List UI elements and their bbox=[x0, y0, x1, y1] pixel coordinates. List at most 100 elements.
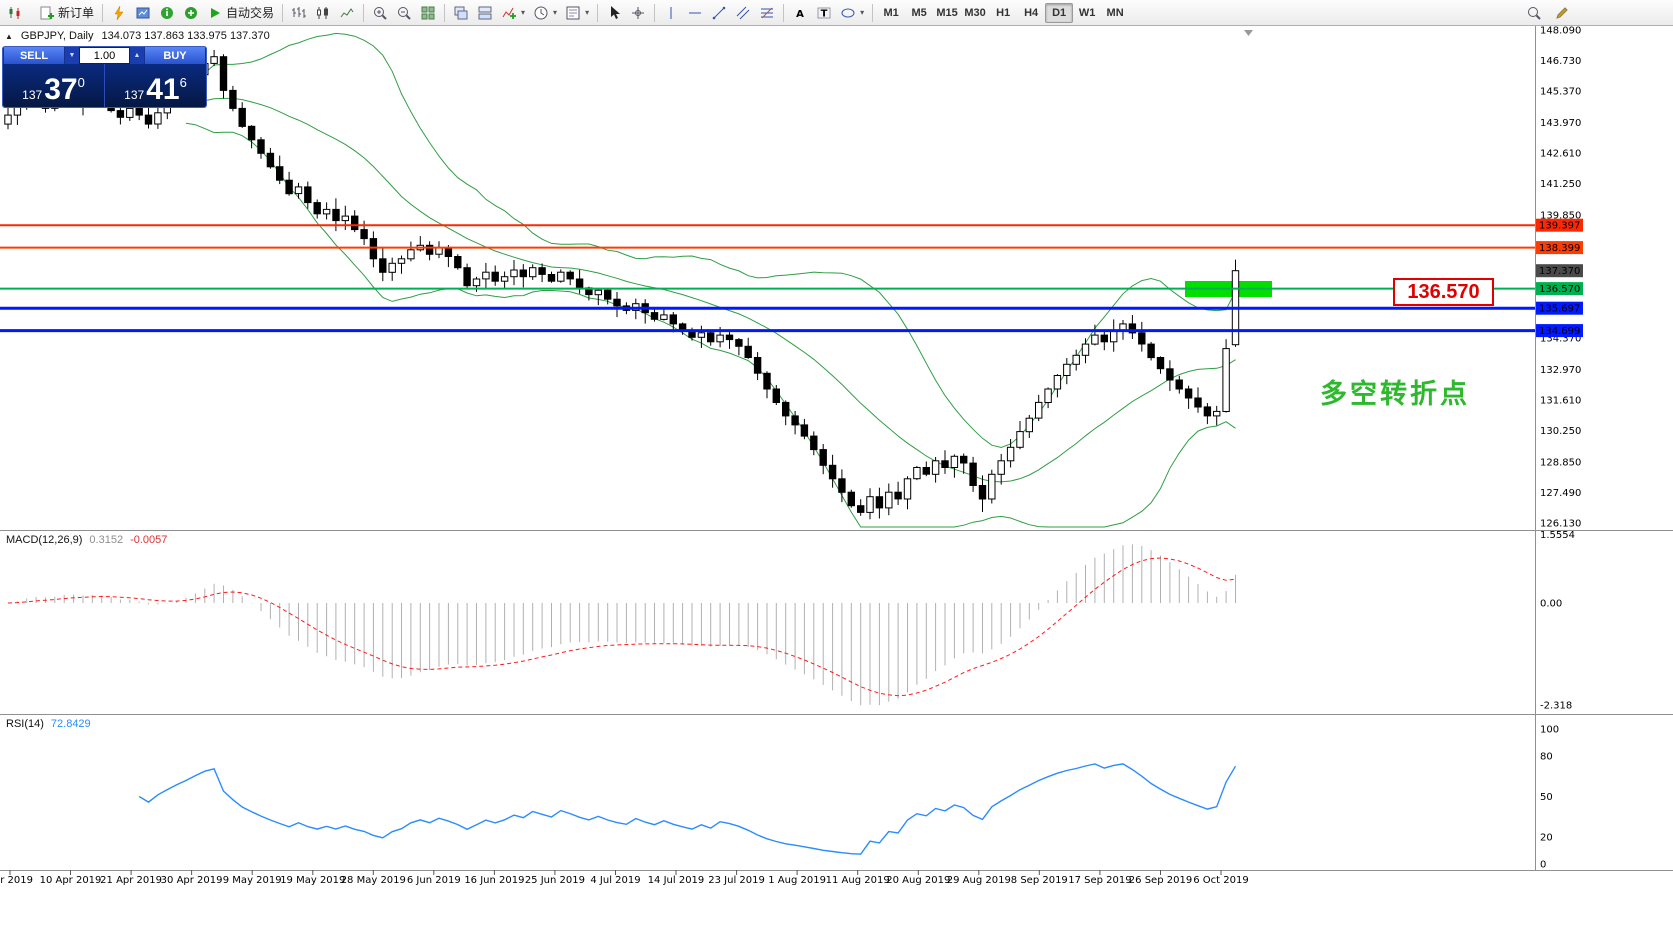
toolbar-separator bbox=[444, 3, 446, 22]
volume-down-button[interactable]: ▼ bbox=[65, 47, 79, 64]
clock-icon bbox=[534, 6, 548, 19]
timeframe-h1[interactable]: H1 bbox=[989, 3, 1017, 23]
toolbar-separator bbox=[363, 3, 365, 22]
channel-icon bbox=[736, 6, 750, 19]
sell-price-prefix: 137 bbox=[22, 87, 43, 102]
horizontal-line-icon bbox=[689, 12, 702, 13]
time-axis-label: 19 May 2019 bbox=[280, 875, 345, 886]
equidistant-channel-button[interactable] bbox=[731, 2, 755, 24]
rsi-line bbox=[138, 763, 1237, 855]
pencil-icon bbox=[1556, 6, 1568, 19]
new-chart-button[interactable] bbox=[107, 2, 131, 24]
timeframe-mn[interactable]: MN bbox=[1101, 3, 1129, 23]
templates-button[interactable]: ▾ bbox=[561, 2, 593, 24]
text-a-icon: A bbox=[796, 9, 804, 20]
timeframe-m30[interactable]: M30 bbox=[961, 3, 989, 23]
time-axis-label: 9 May 2019 bbox=[223, 875, 282, 886]
sell-price[interactable]: 137 37 0 bbox=[3, 64, 104, 107]
zoom-out-button[interactable] bbox=[392, 2, 416, 24]
tile-horizontal-icon bbox=[478, 6, 492, 19]
line-chart-button[interactable] bbox=[335, 2, 359, 24]
bar-chart-button[interactable] bbox=[287, 2, 311, 24]
edit-button[interactable] bbox=[1550, 2, 1574, 24]
price-axis-label: 126.130 bbox=[1540, 519, 1581, 530]
rsi-label: RSI(14) 72.8429 bbox=[6, 718, 91, 730]
sell-button[interactable]: SELL bbox=[3, 47, 65, 64]
new-order-button[interactable]: 新订单 bbox=[35, 2, 98, 24]
trade-panel-divider bbox=[104, 64, 105, 107]
toolbar-separator bbox=[654, 3, 656, 22]
price-axis-badge: 137.370 bbox=[1539, 266, 1580, 277]
indicators-button[interactable]: ▾ bbox=[497, 2, 529, 24]
new-order-icon bbox=[40, 6, 54, 19]
line-chart-icon bbox=[340, 7, 354, 17]
rsi-axis-label: 50 bbox=[1540, 792, 1553, 803]
sell-price-sup: 0 bbox=[77, 75, 85, 90]
time-axis-label: 28 May 2019 bbox=[341, 875, 406, 886]
trendline-icon bbox=[712, 6, 726, 19]
price-axis-badge-bg bbox=[1536, 301, 1583, 315]
price-callout-box[interactable]: 136.570 bbox=[1393, 278, 1494, 306]
text-label-button[interactable]: T bbox=[812, 2, 836, 24]
timeframe-w1[interactable]: W1 bbox=[1073, 3, 1101, 23]
macd-label: MACD(12,26,9) 0.3152 -0.0057 bbox=[6, 534, 167, 546]
time-axis-label: 14 Jul 2019 bbox=[648, 875, 705, 886]
zoom-in-button[interactable] bbox=[368, 2, 392, 24]
search-icon bbox=[1528, 6, 1541, 20]
autotrading-button[interactable]: 自动交易 bbox=[203, 2, 278, 24]
plus-circle-icon bbox=[185, 6, 198, 19]
macd-axis-label: 1.5554 bbox=[1540, 530, 1575, 541]
chart-window-menu-icon[interactable] bbox=[3, 1, 35, 25]
one-click-collapse-icon[interactable]: ▲ bbox=[5, 31, 13, 41]
arrows-button[interactable]: ▾ bbox=[836, 2, 868, 24]
rsi-axis-label: 0 bbox=[1540, 860, 1546, 871]
rsi-value: 72.8429 bbox=[50, 718, 91, 730]
panel-separators bbox=[0, 26, 1673, 871]
text-button[interactable]: A bbox=[788, 2, 812, 24]
timeframe-m1[interactable]: M1 bbox=[877, 3, 905, 23]
volume-up-button[interactable]: ▲ bbox=[130, 47, 144, 64]
buy-button[interactable]: BUY bbox=[144, 47, 206, 64]
bollinger-bands bbox=[185, 32, 1236, 528]
timeframe-h4[interactable]: H4 bbox=[1017, 3, 1045, 23]
timeframe-m5[interactable]: M5 bbox=[905, 3, 933, 23]
fibonacci-button[interactable] bbox=[755, 2, 779, 24]
horizontal-line-button[interactable] bbox=[683, 2, 707, 24]
time-axis-label: 20 Aug 2019 bbox=[886, 875, 950, 886]
trendline-button[interactable] bbox=[707, 2, 731, 24]
time-axis-label: 10 Apr 2019 bbox=[40, 875, 102, 886]
time-axis-label: 16 Jun 2019 bbox=[464, 875, 524, 886]
horizontal-level-lines[interactable] bbox=[0, 224, 1535, 333]
crosshair-button[interactable] bbox=[626, 2, 650, 24]
data-window-button[interactable] bbox=[155, 2, 179, 24]
search-button[interactable] bbox=[1522, 2, 1546, 24]
timeframe-d1[interactable]: D1 bbox=[1045, 2, 1074, 23]
time-axis-label: 1 Aug 2019 bbox=[768, 875, 826, 886]
cursor-button[interactable] bbox=[602, 2, 626, 24]
price-axis-label: 139.850 bbox=[1540, 211, 1581, 222]
new-order-label: 新订单 bbox=[58, 6, 95, 20]
periods-button[interactable]: ▾ bbox=[529, 2, 561, 24]
candlestick-chart-button[interactable] bbox=[311, 2, 335, 24]
tile-horizontal-button[interactable] bbox=[473, 2, 497, 24]
rsi-name: RSI(14) bbox=[6, 718, 44, 730]
cascade-windows-button[interactable] bbox=[449, 2, 473, 24]
timeframe-m15[interactable]: M15 bbox=[933, 3, 961, 23]
cascade-icon bbox=[454, 6, 468, 19]
price-axis-badge-bg bbox=[1536, 282, 1583, 296]
volume-input[interactable]: 1.00 bbox=[80, 48, 129, 63]
chart-shift-marker[interactable] bbox=[1244, 30, 1253, 36]
tile-windows-button[interactable] bbox=[416, 2, 440, 24]
price-axis[interactable]: 148.090 146.730 145.370 143.970 142.610 141.2… bbox=[1536, 26, 1583, 530]
vertical-line-button[interactable] bbox=[659, 2, 683, 24]
shapes-icon bbox=[841, 8, 855, 17]
price-axis-label: 131.610 bbox=[1540, 396, 1581, 407]
price-axis-label: 143.970 bbox=[1540, 118, 1581, 129]
macd-signal-line bbox=[7, 557, 1236, 697]
annotation-note[interactable]: 多空转折点 bbox=[1320, 379, 1470, 409]
market-watch-button[interactable] bbox=[131, 2, 155, 24]
buy-price[interactable]: 137 41 6 bbox=[105, 64, 206, 107]
navigator-button[interactable] bbox=[179, 2, 203, 24]
svg-text:T: T bbox=[821, 8, 828, 19]
